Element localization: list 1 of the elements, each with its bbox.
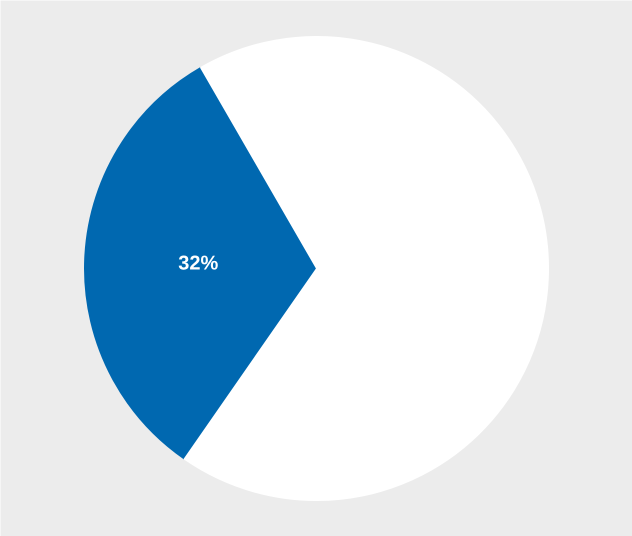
data-label: 32% — [178, 252, 219, 275]
